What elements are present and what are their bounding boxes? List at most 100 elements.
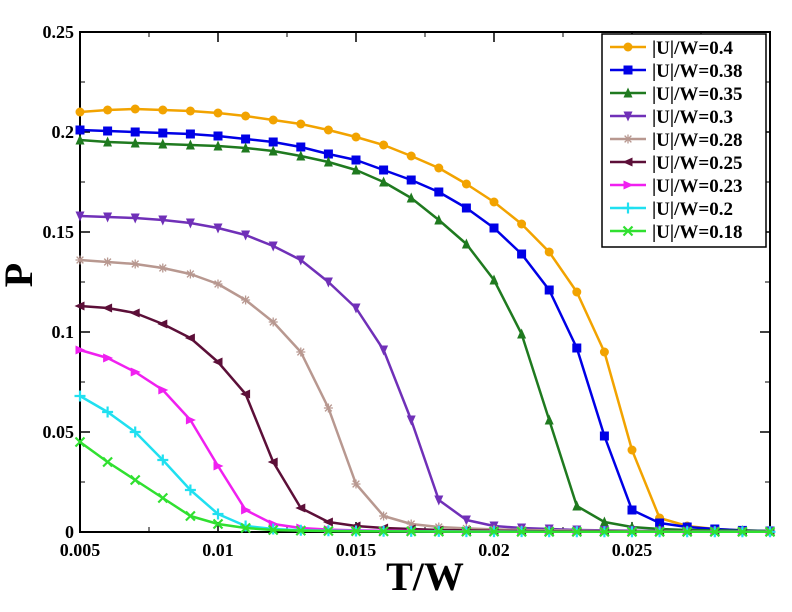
legend-label: |U|/W=0.3	[652, 107, 733, 128]
series-layer	[74, 104, 776, 538]
legend: |U|/W=0.4|U|/W=0.38|U|/W=0.35|U|/W=0.3|U…	[601, 33, 767, 248]
x-tick-label: 0.02	[478, 540, 510, 560]
data-point	[185, 269, 195, 279]
data-point	[406, 175, 416, 185]
series-1	[75, 125, 775, 536]
data-point	[185, 129, 195, 139]
data-point	[241, 295, 251, 305]
data-point	[185, 139, 195, 150]
data-point	[158, 385, 169, 395]
data-point	[488, 526, 500, 537]
data-point	[212, 357, 223, 367]
data-point	[213, 131, 223, 141]
data-point	[544, 247, 554, 257]
data-point	[158, 138, 168, 149]
data-point	[212, 518, 224, 530]
data-point	[351, 303, 361, 314]
data-point	[241, 505, 252, 515]
data-point	[103, 212, 113, 223]
data-point	[241, 230, 251, 241]
data-point	[158, 263, 168, 273]
data-point	[240, 520, 252, 532]
legend-marker	[622, 157, 633, 167]
data-point	[268, 241, 278, 252]
data-point	[655, 518, 665, 528]
y-tick-label: 0.1	[52, 322, 75, 342]
data-point	[296, 255, 306, 266]
legend-entry: |U|/W=0.35	[610, 84, 742, 105]
data-point	[74, 390, 86, 402]
legend-marker	[623, 65, 633, 75]
legend-marker	[623, 87, 633, 98]
data-point	[74, 301, 85, 311]
data-point	[75, 134, 85, 145]
data-point	[517, 249, 527, 259]
data-point	[130, 259, 140, 269]
data-point	[434, 187, 444, 197]
data-point	[268, 137, 278, 147]
data-point	[544, 285, 554, 295]
data-point	[379, 165, 389, 175]
legend-marker	[622, 225, 634, 237]
data-point	[323, 156, 333, 167]
data-point	[489, 223, 499, 233]
data-point	[627, 445, 637, 455]
legend-entry: |U|/W=0.4	[610, 38, 733, 59]
data-point	[626, 526, 638, 538]
data-point	[378, 526, 389, 537]
legend-label: |U|/W=0.35	[652, 84, 742, 105]
series-8	[74, 436, 776, 538]
data-point	[489, 274, 499, 285]
data-point	[267, 524, 279, 536]
data-point	[434, 495, 444, 506]
data-point	[351, 164, 361, 175]
data-point	[129, 474, 141, 486]
data-point	[322, 517, 333, 527]
data-point	[213, 108, 223, 118]
data-point	[433, 526, 445, 537]
data-point	[681, 526, 693, 538]
y-tick-label: 0.2	[52, 122, 75, 142]
data-point	[654, 526, 665, 538]
data-point	[75, 107, 85, 117]
legend-entry: |U|/W=0.2	[610, 199, 733, 220]
data-point	[129, 426, 141, 438]
data-point	[543, 526, 555, 538]
data-point	[102, 406, 114, 418]
data-point	[75, 255, 85, 265]
data-point	[241, 142, 251, 153]
data-point	[709, 526, 721, 538]
data-point	[516, 526, 527, 538]
data-point	[184, 484, 196, 496]
data-point	[517, 219, 527, 229]
legend-label: |U|/W=0.28	[652, 130, 742, 151]
legend-label: |U|/W=0.18	[652, 222, 742, 243]
legend-marker	[623, 111, 633, 122]
data-point	[323, 403, 333, 413]
data-point	[103, 257, 113, 267]
data-point	[185, 106, 195, 116]
data-point	[599, 431, 609, 441]
data-point	[103, 353, 114, 363]
data-point	[351, 479, 361, 489]
data-point	[129, 308, 140, 318]
data-point	[268, 317, 278, 327]
data-point	[461, 515, 471, 526]
data-point	[213, 279, 223, 289]
data-point	[185, 218, 195, 229]
data-point	[323, 277, 333, 288]
series-line	[79, 107, 771, 533]
data-point	[572, 287, 582, 297]
data-point	[737, 526, 748, 538]
data-point	[130, 367, 141, 377]
legend-marker	[622, 202, 634, 214]
x-tick-label: 0.015	[336, 540, 377, 560]
data-point	[213, 461, 224, 471]
data-point	[627, 505, 637, 515]
legend-entry: |U|/W=0.38	[610, 61, 742, 82]
legend-label: |U|/W=0.38	[652, 61, 742, 82]
data-point	[323, 149, 333, 159]
data-point	[213, 223, 223, 234]
data-point	[130, 104, 140, 114]
